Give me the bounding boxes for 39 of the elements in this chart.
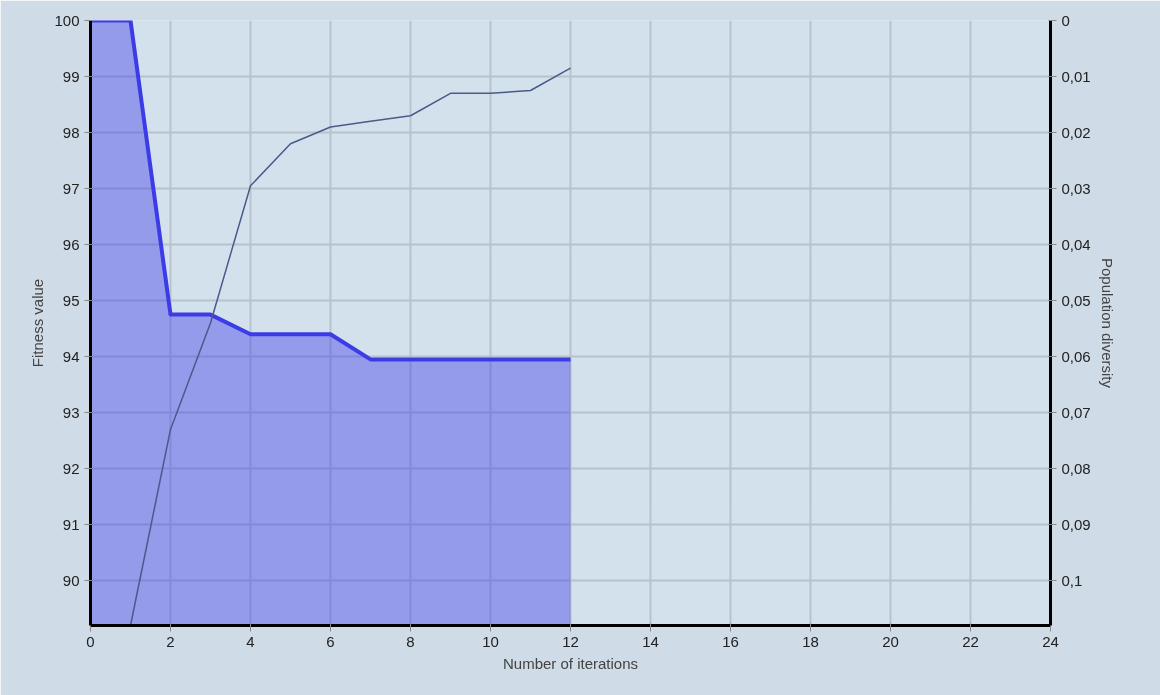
y2-tick-label: 0,07 — [1061, 403, 1091, 421]
y2-tick-label: 0,09 — [1061, 515, 1091, 533]
x-tick-label: 20 — [882, 632, 899, 650]
y2-tick-label: 0,08 — [1061, 459, 1091, 477]
x-tick-label: 0 — [86, 632, 95, 650]
y2-tick-label: 0,05 — [1061, 291, 1091, 309]
y2-tick-label: 0,1 — [1061, 571, 1083, 589]
x-tick-label: 16 — [722, 632, 739, 650]
y-tick-label: 92 — [62, 459, 80, 477]
y2-tick-label: 0,02 — [1061, 123, 1091, 141]
y-tick-label: 93 — [62, 403, 80, 421]
x-tick-label: 18 — [802, 632, 819, 650]
y-tick-label: 97 — [62, 179, 80, 197]
x-tick-label: 24 — [1042, 632, 1059, 650]
y-tick-label: 98 — [62, 123, 80, 141]
x-tick-label: 4 — [246, 632, 255, 650]
x-axis-title: Number of iterations — [502, 654, 639, 672]
y-tick-label: 91 — [62, 515, 80, 533]
y-tick-label: 94 — [62, 347, 80, 365]
y-tick-label: 96 — [62, 235, 80, 253]
line-series — [129, 67, 572, 626]
y-tick-label: 99 — [62, 67, 80, 85]
y2-tick-label: 0,04 — [1061, 235, 1091, 253]
y-tick-label: 90 — [62, 571, 80, 589]
y2-tick-label: 0,06 — [1061, 347, 1091, 365]
x-tick-label: 10 — [482, 632, 499, 650]
y2-axis-title: Population diversity — [1098, 257, 1116, 389]
x-tick-label: 22 — [962, 632, 979, 650]
y-axis-title: Fitness value — [29, 278, 47, 368]
x-tick-label: 8 — [406, 632, 415, 650]
y2-tick-label: 0,03 — [1061, 179, 1091, 197]
y-tick-label: 95 — [62, 291, 80, 309]
y-tick-label: 100 — [54, 11, 80, 29]
x-tick-label: 12 — [562, 632, 579, 650]
x-tick-label: 14 — [642, 632, 659, 650]
x-tick-label: 6 — [326, 632, 335, 650]
y2-tick-label: 0 — [1061, 11, 1070, 29]
x-tick-label: 2 — [166, 632, 175, 650]
y2-tick-label: 0,01 — [1061, 67, 1091, 85]
